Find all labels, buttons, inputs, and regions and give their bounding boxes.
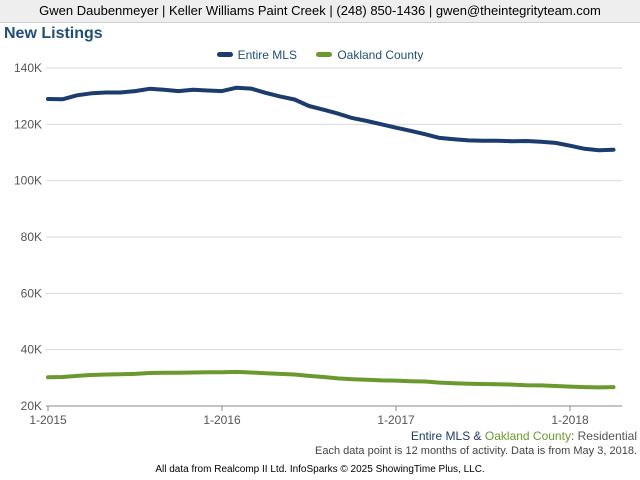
y-tick-label: 60K: [21, 286, 42, 300]
y-tick-label: 80K: [21, 230, 42, 244]
legend-swatch-entire-mls: [216, 52, 233, 57]
series-line-oakland-county: [46, 369, 616, 390]
subtitle-oakland-county: Oakland County: [484, 429, 571, 443]
legend-item-oakland-county[interactable]: Oakland County: [316, 48, 423, 62]
y-tick-label: 40K: [21, 343, 42, 357]
x-tick-label: 1-2015: [29, 413, 67, 427]
y-tick-label: 100K: [14, 174, 42, 188]
x-tick-label: 1-2018: [551, 413, 589, 427]
legend-label-oakland-county: Oakland County: [337, 47, 424, 62]
legend-label-entire-mls: Entire MLS: [237, 47, 297, 62]
chart-title: New Listings: [4, 25, 103, 42]
x-tick-label: 1-2017: [377, 413, 415, 427]
legend-item-entire-mls[interactable]: Entire MLS: [216, 47, 297, 62]
series-line-entire-mls: [46, 85, 616, 153]
chart-subtitle: Entire MLS & Oakland County: Residential: [411, 429, 637, 443]
y-tick-label: 120K: [14, 117, 42, 131]
subtitle-entire-mls: Entire MLS: [410, 429, 471, 443]
footer-credit: All data from Realcomp II Ltd. InfoSpark…: [155, 464, 485, 475]
subtitle-separator: &: [470, 429, 485, 443]
legend-swatch-oakland-county: [316, 52, 333, 57]
chart-legend: Entire MLS Oakland County: [0, 46, 640, 62]
y-tick-label: 20K: [21, 399, 42, 413]
y-tick-label: 140K: [14, 61, 42, 75]
contact-banner: Gwen Daubenmeyer | Keller Williams Paint…: [0, 0, 640, 23]
x-tick-label: 1-2016: [203, 413, 241, 427]
data-note: Each data point is 12 months of activity…: [314, 445, 637, 457]
subtitle-residential: : Residential: [570, 429, 637, 443]
